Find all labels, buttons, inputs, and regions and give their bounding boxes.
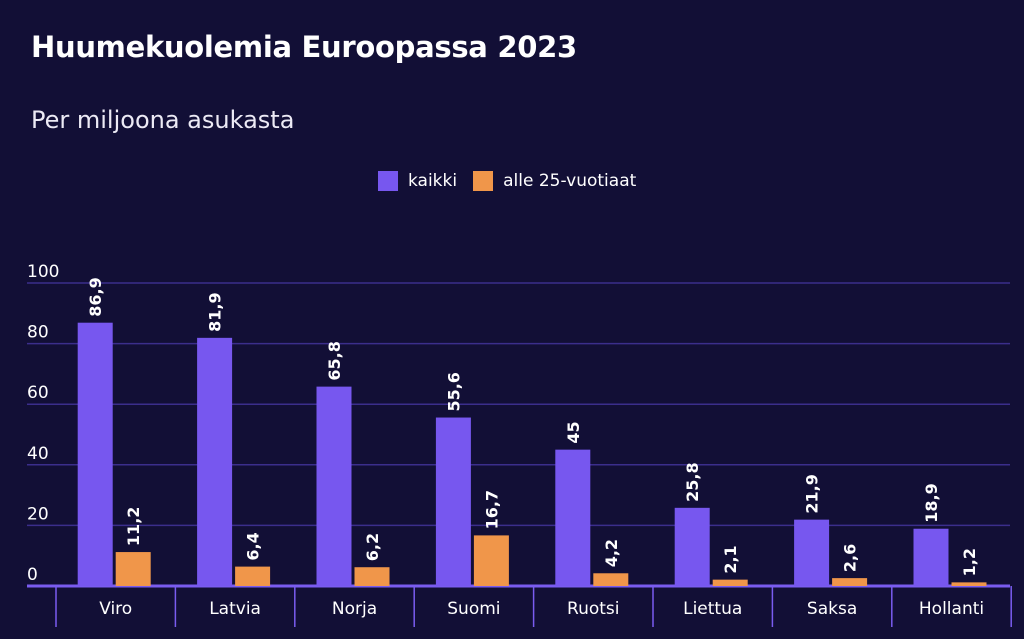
data-label: 1,2: [960, 548, 979, 576]
x-tick-label: Saksa: [807, 599, 857, 619]
legend-swatch: [473, 171, 494, 191]
bar-alle-25-latvia: [235, 566, 271, 586]
x-tick-label: Liettua: [683, 599, 742, 619]
legend-label: kaikki: [408, 171, 458, 191]
data-label: 2,6: [841, 544, 860, 572]
x-tick-label: Norja: [332, 599, 377, 619]
data-label: 6,2: [363, 533, 382, 561]
data-label: 18,9: [922, 483, 941, 522]
bar-kaikki-viro: [77, 322, 113, 586]
data-label: 11,2: [124, 507, 143, 546]
data-label: 4,2: [602, 539, 621, 567]
chart-title: Huumekuolemia Euroopassa 2023: [31, 30, 577, 64]
bar-alle-25-norja: [354, 567, 390, 586]
data-label: 55,6: [444, 372, 463, 411]
data-label: 86,9: [86, 277, 105, 316]
bar-alle-25-suomi: [473, 535, 509, 586]
legend: kaikki alle 25-vuotiaat: [378, 171, 652, 191]
legend-swatch: [378, 171, 398, 191]
data-label: 65,8: [325, 341, 344, 380]
x-tick-label: Hollanti: [919, 599, 984, 619]
data-label: 45: [564, 421, 583, 443]
bar-kaikki-ruotsi: [555, 449, 591, 586]
bar-alle-25-ruotsi: [593, 573, 629, 586]
data-label: 6,4: [244, 532, 263, 560]
bar-kaikki-norja: [316, 386, 352, 586]
bar-alle-25-liettua: [712, 579, 748, 586]
y-tick-label: 0: [27, 565, 38, 585]
x-tick-label: Viro: [99, 599, 132, 619]
data-label: 2,1: [721, 545, 740, 573]
x-tick-label: Suomi: [447, 599, 500, 619]
bar-kaikki-saksa: [794, 519, 830, 586]
data-label: 81,9: [206, 292, 225, 331]
legend-item-alle-25: alle 25-vuotiaat: [473, 171, 636, 191]
y-tick-label: 60: [27, 383, 49, 403]
chart-subtitle: Per miljoona asukasta: [31, 106, 295, 134]
legend-item-kaikki: kaikki: [378, 171, 457, 191]
y-tick-label: 40: [27, 444, 49, 464]
bar-alle-25-viro: [115, 552, 151, 586]
bar-kaikki-latvia: [197, 337, 233, 586]
bar-kaikki-hollanti: [913, 528, 949, 586]
y-tick-label: 20: [27, 504, 49, 524]
y-tick-label: 100: [27, 262, 59, 282]
bar-kaikki-liettua: [674, 507, 710, 586]
bar-kaikki-suomi: [435, 417, 471, 586]
data-label: 16,7: [482, 490, 501, 529]
x-tick-label: Ruotsi: [567, 599, 619, 619]
legend-label: alle 25-vuotiaat: [503, 171, 637, 191]
bar-alle-25-hollanti: [951, 582, 987, 586]
bar-alle-25-saksa: [832, 578, 868, 586]
x-tick-label: Latvia: [209, 599, 261, 619]
data-label: 21,9: [803, 474, 822, 513]
data-label: 25,8: [683, 462, 702, 501]
y-tick-label: 80: [27, 323, 49, 343]
